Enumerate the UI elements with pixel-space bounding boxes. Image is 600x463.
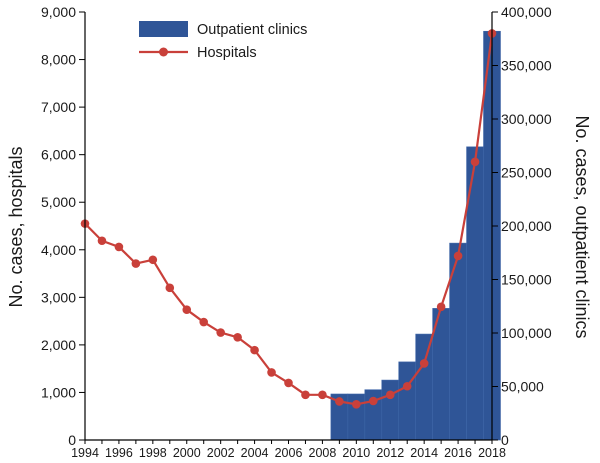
data-point xyxy=(114,242,124,252)
y-tick-label: 2,000 xyxy=(41,337,76,353)
axes: 0 1,000 2,000 3,000 4,000 5,000 6,000 7,000 8,00… xyxy=(41,4,552,460)
data-point xyxy=(182,305,192,314)
bar xyxy=(381,379,400,441)
data-point xyxy=(233,332,242,342)
bar xyxy=(398,361,416,441)
x-tick-label: 2006 xyxy=(275,446,303,460)
data-point xyxy=(131,259,141,268)
y-tick-label: 7,000 xyxy=(41,99,76,115)
y2-tick-label: 50,000 xyxy=(501,379,544,395)
data-point xyxy=(368,396,378,406)
y-tick-label: 0 xyxy=(68,432,76,448)
data-point xyxy=(97,236,107,246)
legend: Outpatient clinics Hospitals xyxy=(139,21,307,61)
bar xyxy=(415,333,433,441)
y2-tick-label: 350,000 xyxy=(501,58,552,74)
x-tick-label: 2004 xyxy=(241,446,269,460)
data-point xyxy=(419,359,429,368)
legend-label-outpatient-clinics: Outpatient clinics xyxy=(197,22,307,38)
x-tick-label: 2002 xyxy=(207,446,235,460)
y-tick-label: 9,000 xyxy=(41,4,76,20)
x-tick-label: 2008 xyxy=(309,446,337,460)
y2-tick-label: 400,000 xyxy=(501,4,552,20)
legend-swatch-outpatient-clinics xyxy=(139,21,188,37)
y-tick-label: 5,000 xyxy=(41,194,76,210)
y-tick-label: 3,000 xyxy=(41,289,76,305)
x-tick-label: 2010 xyxy=(342,446,370,460)
data-point xyxy=(385,390,395,400)
bar-group xyxy=(330,30,501,441)
data-point xyxy=(284,378,293,388)
data-point xyxy=(453,251,463,261)
x-tick-label: 2000 xyxy=(173,446,201,460)
y-tick-label: 8,000 xyxy=(41,52,76,68)
data-point xyxy=(335,397,344,406)
y2-tick-label: 300,000 xyxy=(501,111,552,127)
line-group xyxy=(80,29,497,409)
data-point xyxy=(216,328,225,337)
y2-tick-label: 150,000 xyxy=(501,272,552,288)
data-point xyxy=(165,283,175,293)
data-point xyxy=(470,157,480,167)
data-point xyxy=(199,317,209,327)
data-point xyxy=(148,255,158,265)
y-axis-title: No. cases, hospitals xyxy=(6,146,26,307)
data-point xyxy=(436,302,446,312)
x-tick-label: 1998 xyxy=(139,446,167,460)
data-point xyxy=(402,381,412,391)
y-tick-label: 1,000 xyxy=(41,384,76,400)
data-point xyxy=(318,390,327,400)
y2-tick-label: 0 xyxy=(501,432,509,448)
y2-tick-label: 250,000 xyxy=(501,165,552,181)
y-tick-label: 6,000 xyxy=(41,147,76,163)
data-point xyxy=(301,390,310,400)
x-tick-label: 2016 xyxy=(444,446,472,460)
x-tick-label: 2012 xyxy=(376,446,404,460)
legend-marker-hospitals xyxy=(159,47,168,57)
data-point xyxy=(250,345,259,355)
y2-tick-label: 100,000 xyxy=(501,325,552,341)
y2-axis-title: No. cases, outpatient clinics xyxy=(572,115,592,338)
y2-tick-label: 200,000 xyxy=(501,218,552,234)
y-tick-label: 4,000 xyxy=(41,242,76,258)
x-tick-label: 1996 xyxy=(105,446,133,460)
legend-label-hospitals: Hospitals xyxy=(197,45,257,61)
x-tick-label: 2014 xyxy=(410,446,438,460)
x-tick-label: 2018 xyxy=(478,446,506,460)
data-point xyxy=(267,368,276,377)
data-point xyxy=(352,400,361,409)
x-tick-label: 1994 xyxy=(71,446,99,460)
